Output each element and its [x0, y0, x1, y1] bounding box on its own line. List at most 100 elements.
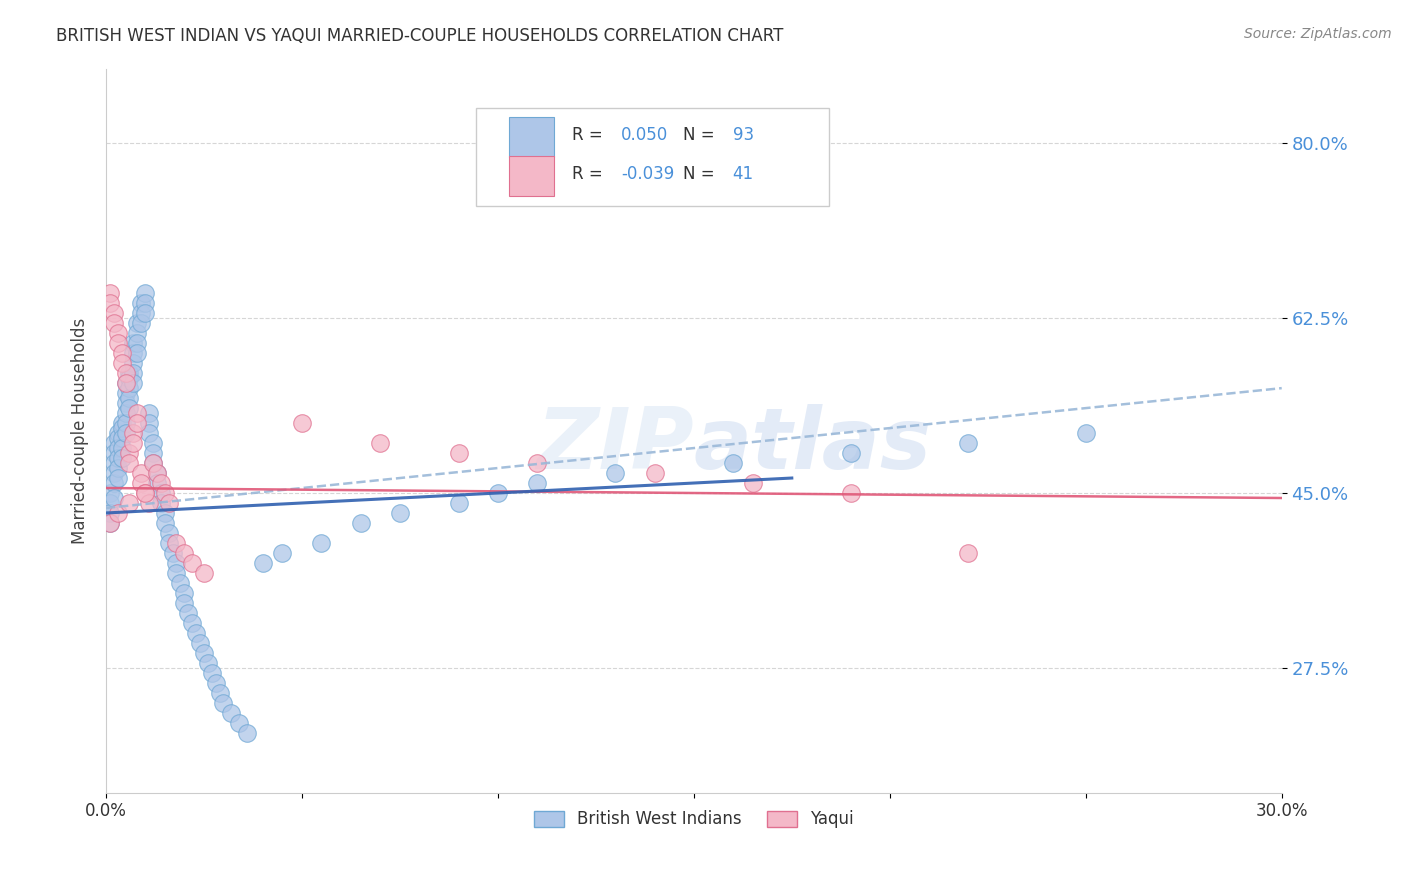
Text: -0.039: -0.039 — [621, 165, 673, 184]
Point — [142, 446, 165, 460]
Point — [127, 346, 149, 360]
Text: 0.050: 0.050 — [621, 127, 668, 145]
Point — [110, 441, 132, 455]
Text: Source: ZipAtlas.com: Source: ZipAtlas.com — [1244, 27, 1392, 41]
Point — [188, 636, 211, 650]
Point — [114, 366, 136, 380]
Point — [110, 421, 132, 435]
Point — [122, 436, 145, 450]
Point — [107, 506, 129, 520]
Point — [118, 401, 141, 416]
Point — [388, 506, 411, 520]
Point — [129, 466, 152, 480]
Point — [839, 446, 862, 460]
Point — [103, 491, 125, 505]
Point — [127, 406, 149, 420]
Point — [138, 426, 160, 441]
Point — [146, 466, 169, 480]
Point — [142, 456, 165, 470]
Point — [114, 426, 136, 441]
Point — [605, 466, 627, 480]
Point — [138, 406, 160, 420]
Point — [98, 486, 121, 500]
Point — [197, 656, 219, 670]
Text: atlas: atlas — [693, 403, 932, 486]
Point — [526, 456, 548, 470]
Point — [138, 496, 160, 510]
Point — [110, 346, 132, 360]
Point — [153, 516, 176, 530]
Point — [149, 496, 172, 510]
Point — [193, 566, 215, 580]
Point — [122, 336, 145, 351]
Point — [368, 436, 391, 450]
Point — [741, 476, 763, 491]
Point — [157, 536, 180, 550]
Point — [107, 336, 129, 351]
Point — [447, 496, 470, 510]
Point — [122, 426, 145, 441]
Point — [134, 286, 156, 301]
Point — [98, 496, 121, 510]
Point — [184, 625, 207, 640]
Point — [110, 356, 132, 370]
Point — [107, 431, 129, 445]
Point — [114, 396, 136, 410]
Point — [103, 306, 125, 320]
Point — [114, 376, 136, 391]
Text: BRITISH WEST INDIAN VS YAQUI MARRIED-COUPLE HOUSEHOLDS CORRELATION CHART: BRITISH WEST INDIAN VS YAQUI MARRIED-COU… — [56, 27, 783, 45]
Point — [118, 391, 141, 405]
Point — [127, 336, 149, 351]
Point — [134, 306, 156, 320]
Point — [118, 366, 141, 380]
Point — [134, 486, 156, 500]
Point — [118, 371, 141, 385]
Point — [103, 456, 125, 470]
Point — [98, 296, 121, 310]
Point — [169, 575, 191, 590]
Point — [177, 606, 200, 620]
FancyBboxPatch shape — [509, 156, 554, 196]
Point — [107, 461, 129, 475]
Point — [153, 506, 176, 520]
Point — [166, 556, 188, 570]
Point — [127, 326, 149, 341]
Legend: British West Indians, Yaqui: British West Indians, Yaqui — [527, 804, 860, 835]
Point — [173, 586, 195, 600]
Text: R =: R = — [571, 165, 607, 184]
Point — [957, 546, 980, 560]
Point — [118, 381, 141, 395]
Point — [839, 486, 862, 500]
Point — [107, 326, 129, 341]
Text: ZIP: ZIP — [536, 403, 693, 486]
Point — [107, 451, 129, 466]
Point — [107, 441, 129, 455]
Point — [118, 456, 141, 470]
Point — [142, 456, 165, 470]
FancyBboxPatch shape — [477, 108, 830, 206]
Point — [181, 615, 204, 630]
Point — [103, 466, 125, 480]
Point — [98, 286, 121, 301]
Point — [291, 416, 314, 430]
Point — [173, 596, 195, 610]
Point — [142, 436, 165, 450]
Point — [166, 566, 188, 580]
Point — [118, 496, 141, 510]
Y-axis label: Married-couple Households: Married-couple Households — [72, 318, 89, 544]
Point — [98, 506, 121, 520]
Point — [103, 476, 125, 491]
Point — [157, 496, 180, 510]
Point — [138, 416, 160, 430]
Point — [957, 436, 980, 450]
Point — [173, 546, 195, 560]
Text: 41: 41 — [733, 165, 754, 184]
Point — [110, 416, 132, 430]
Point — [98, 516, 121, 530]
Point — [103, 436, 125, 450]
Point — [134, 296, 156, 310]
FancyBboxPatch shape — [509, 117, 554, 157]
Point — [526, 476, 548, 491]
Point — [212, 696, 235, 710]
Point — [1074, 426, 1097, 441]
